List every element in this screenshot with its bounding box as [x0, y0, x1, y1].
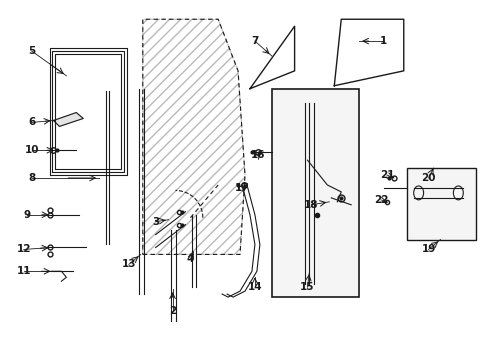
Text: 20: 20 [421, 173, 435, 183]
Text: 11: 11 [17, 266, 31, 276]
Text: 14: 14 [247, 282, 262, 292]
Text: 15: 15 [300, 282, 314, 292]
Text: 8: 8 [28, 173, 35, 183]
Polygon shape [53, 113, 83, 126]
Text: 3: 3 [152, 217, 159, 227]
Text: 13: 13 [122, 259, 136, 269]
Text: 5: 5 [28, 46, 35, 56]
Text: 18: 18 [304, 200, 318, 210]
Text: 1: 1 [380, 36, 387, 46]
Text: 2: 2 [168, 306, 176, 316]
Text: 17: 17 [234, 183, 249, 193]
Text: 22: 22 [373, 195, 387, 205]
Bar [406, 168, 475, 239]
Text: 4: 4 [186, 255, 194, 264]
Text: 10: 10 [24, 145, 39, 155]
Text: 19: 19 [421, 244, 435, 255]
Bar [271, 89, 358, 297]
Text: 16: 16 [250, 150, 264, 160]
Text: 6: 6 [28, 117, 35, 127]
Text: 21: 21 [379, 170, 393, 180]
Text: 7: 7 [251, 36, 258, 46]
Text: 12: 12 [17, 244, 31, 255]
Text: 9: 9 [23, 210, 30, 220]
